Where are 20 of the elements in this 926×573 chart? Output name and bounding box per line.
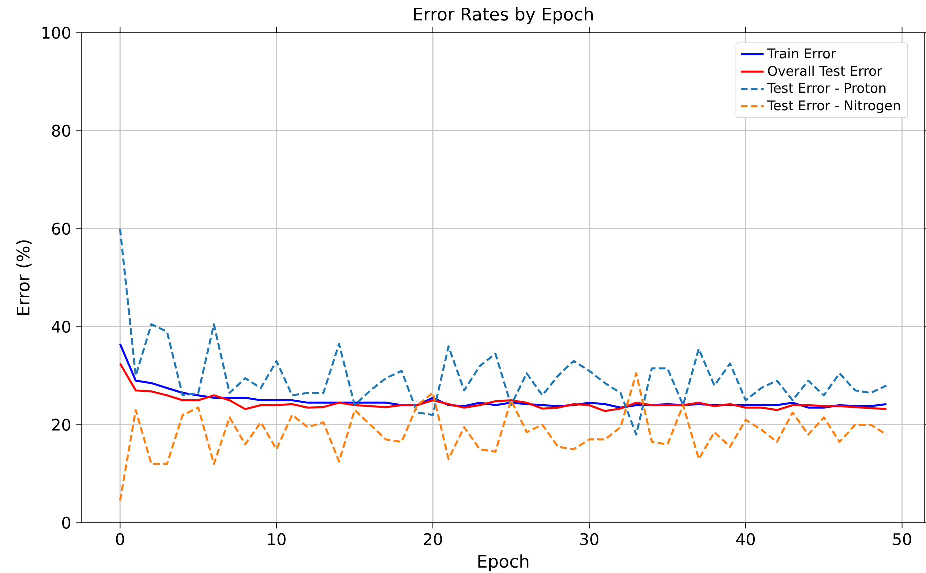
x-tick-label: 50 xyxy=(893,533,912,546)
legend-label: Test Error - Nitrogen xyxy=(768,100,900,114)
chart-title: Error Rates by Epoch xyxy=(414,8,593,24)
y-axis-title: Error (%) xyxy=(16,240,32,316)
legend-label: Train Error xyxy=(768,48,836,59)
y-tick-label: 20 xyxy=(52,418,71,432)
y-tick-label: 80 xyxy=(52,124,71,138)
line-series xyxy=(119,228,888,436)
x-tick-label: 0 xyxy=(116,533,124,546)
x-tick-label: 30 xyxy=(580,533,599,546)
x-tick-label: 10 xyxy=(268,533,286,546)
x-axis-title: Epoch xyxy=(478,554,529,572)
y-tick-label: 100 xyxy=(42,26,71,40)
legend-label: Test Error - Proton xyxy=(768,83,886,94)
x-tick-label: 40 xyxy=(736,533,756,546)
x-tick-label: 20 xyxy=(424,533,442,546)
legend-label: Overall Test Error xyxy=(768,66,882,76)
y-tick-label: 60 xyxy=(52,222,71,236)
y-tick-label: 0 xyxy=(62,516,71,530)
y-tick-label: 40 xyxy=(52,320,71,334)
